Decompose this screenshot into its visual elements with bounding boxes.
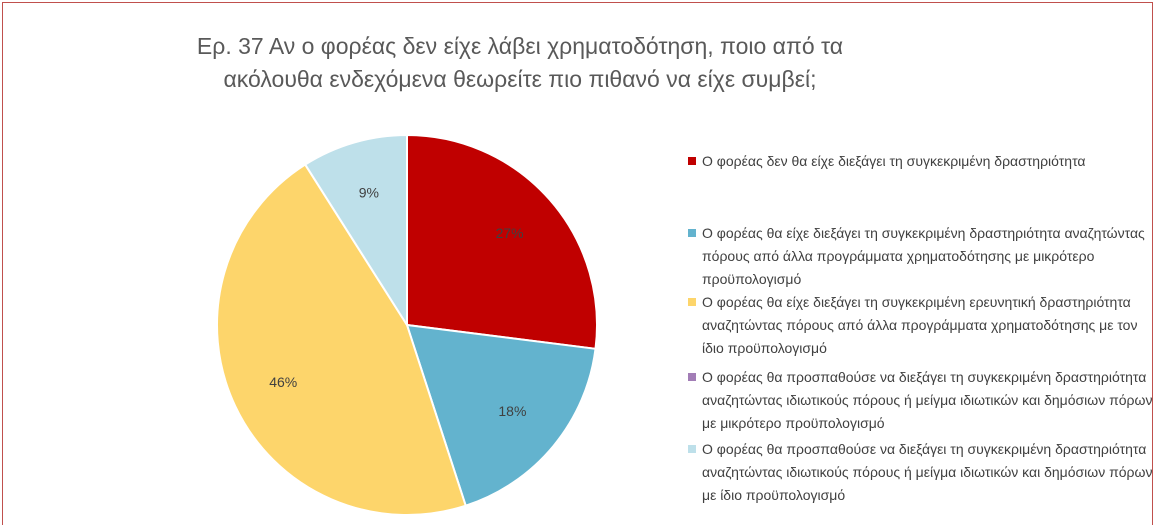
- legend-swatch: [688, 298, 696, 306]
- legend-item: Ο φορέας θα προσπαθούσε να διεξάγει τη σ…: [688, 366, 1157, 435]
- data-label: 46%: [269, 374, 297, 390]
- legend-swatch: [688, 373, 696, 381]
- pie-slice: [405, 323, 597, 507]
- chart-title: Ερ. 37 Αν ο φορέας δεν είχε λάβει χρηματ…: [196, 33, 844, 92]
- legend-label: Ο φορέας θα προσπαθούσε να διεξάγει τη σ…: [702, 441, 1153, 503]
- legend-swatch: [688, 229, 696, 237]
- legend-item: Ο φορέας δεν θα είχε διεξάγει τη συγκεκρ…: [688, 150, 1157, 173]
- data-label: 27%: [496, 225, 524, 241]
- data-label: 9%: [359, 184, 379, 200]
- legend-swatch: [688, 157, 696, 165]
- pie-slice: [406, 133, 598, 350]
- pie-slice: [303, 133, 408, 329]
- legend-label: Ο φορέας δεν θα είχε διεξάγει τη συγκεκρ…: [702, 153, 1086, 169]
- legend-item: Ο φορέας θα προσπαθούσε να διεξάγει τη σ…: [688, 438, 1157, 507]
- legend-item: Ο φορέας θα είχε διεξάγει τη συγκεκριμέν…: [688, 222, 1157, 291]
- pie-slice: [216, 163, 467, 516]
- legend-item: Ο φορέας θα είχε διεξάγει τη συγκεκριμέν…: [688, 291, 1157, 360]
- data-label: 18%: [498, 403, 526, 419]
- legend-label: Ο φορέας θα προσπαθούσε να διεξάγει τη σ…: [702, 369, 1153, 431]
- legend-label: Ο φορέας θα είχε διεξάγει τη συγκεκριμέν…: [702, 225, 1145, 287]
- legend-swatch: [688, 445, 696, 453]
- legend-label: Ο φορέας θα είχε διεξάγει τη συγκεκριμέν…: [702, 294, 1138, 356]
